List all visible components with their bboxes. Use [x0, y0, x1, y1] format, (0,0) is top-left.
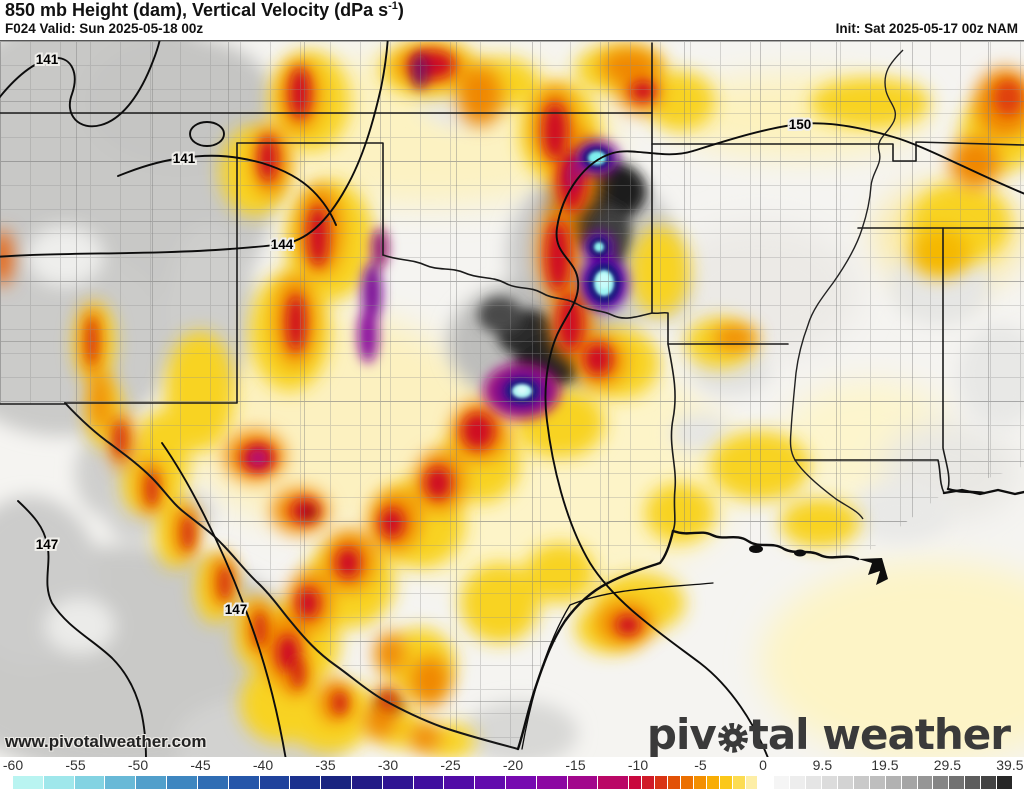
colorbar-tick-label: -15	[565, 757, 586, 773]
colorbar-cell	[981, 776, 997, 789]
colorbar-cell	[382, 776, 413, 789]
colorbar-cell	[228, 776, 259, 789]
colorbar-tick-label: 9.5	[812, 757, 833, 773]
colorbar-cell	[869, 776, 885, 789]
mississippi-river	[789, 49, 904, 520]
colorbar-tick-label: -35	[315, 757, 336, 773]
contour-label-141-b: 141	[173, 151, 196, 166]
rio-grande-border	[64, 402, 519, 750]
colorbar-cell	[105, 776, 136, 789]
colorbar-cell	[351, 776, 382, 789]
colorbar-cell	[745, 776, 758, 789]
colorbar-cell	[655, 776, 668, 789]
colorbar-cell	[668, 776, 680, 789]
state-borders	[0, 42, 1024, 532]
colorbar-cell	[444, 776, 475, 789]
colorbar-tick-label: -10	[627, 757, 649, 773]
colorbar-cell	[506, 776, 536, 789]
gulf-coastline	[516, 487, 1024, 751]
colorbar-tick-label: 39.5	[996, 757, 1024, 773]
colorbar-cell	[917, 776, 933, 789]
colorbar-cell	[693, 776, 706, 789]
map-area: 141 141 144 147 147 150 www.pivotalweath…	[0, 40, 1024, 758]
gear-icon	[717, 722, 748, 753]
colorbar-tick-label: -60	[2, 757, 24, 773]
watermark-url: www.pivotalweather.com	[5, 732, 207, 751]
colorbar-tick-label: -55	[65, 757, 86, 773]
colorbar-tick-label: -50	[127, 757, 149, 773]
colorbar-cell	[758, 776, 774, 789]
colorbar-cell	[901, 776, 917, 789]
colorbar-cell	[790, 776, 806, 789]
contour-label-150: 150	[789, 117, 812, 132]
colorbar-cell	[598, 776, 629, 789]
map-title: 850 mb Height (dam), Vertical Velocity (…	[5, 0, 404, 20]
contour-label-144: 144	[271, 237, 294, 252]
colorbar-cell	[136, 776, 167, 789]
colorbar-cell	[475, 776, 505, 789]
colorbar-cell	[949, 776, 965, 789]
colorbar-cell	[74, 776, 105, 789]
colorbar: -60 -55 -50 -45 -40 -35 -30 -25 -20 -15 -10 -5 0 9.5 1…	[0, 757, 1024, 791]
colorbar-tick-label: 0	[759, 757, 767, 773]
model-init-time: Init: Sat 2025-05-17 00z NAM	[835, 21, 1018, 36]
colorbar-tick-label: -40	[252, 757, 274, 773]
mississippi-delta	[749, 545, 888, 585]
title-superscript: -1	[388, 0, 398, 12]
colorbar-tick-label: -25	[440, 757, 461, 773]
colorbar-cell	[413, 776, 444, 789]
height-contours	[0, 41, 1024, 758]
weather-map-graphic: 141 141 144 147 147 150	[0, 41, 1024, 758]
colorbar-cells	[13, 776, 1013, 789]
contour-label-147-b: 147	[225, 602, 248, 617]
pivotal-weather-logo: piv tal weather	[646, 710, 1011, 759]
colorbar-cell	[822, 776, 837, 789]
colorbar-cell	[853, 776, 869, 789]
colorbar-cell	[642, 776, 655, 789]
colorbar-cell	[997, 776, 1012, 789]
colorbar-cell	[629, 776, 642, 789]
contour-label-141-a: 141	[36, 52, 59, 67]
colorbar-cell	[321, 776, 351, 789]
county-lines	[0, 41, 1024, 749]
colorbar-cell	[933, 776, 949, 789]
colorbar-cell	[13, 776, 43, 789]
colorbar-tick-label: 29.5	[933, 757, 961, 773]
colorbar-cell	[680, 776, 693, 789]
colorbar-cell	[885, 776, 901, 789]
colorbar-cell	[43, 776, 74, 789]
colorbar-tick-label: -45	[190, 757, 211, 773]
contour-label-147-a: 147	[36, 537, 59, 552]
header: 850 mb Height (dam), Vertical Velocity (…	[0, 0, 1024, 40]
colorbar-tick-label: 19.5	[871, 757, 899, 773]
colorbar-tick-label: -20	[502, 757, 524, 773]
colorbar-cell	[259, 776, 290, 789]
colorbar-cell	[706, 776, 719, 789]
contour-labels: 141 141 144 147 147 150	[34, 50, 814, 619]
colorbar-cell	[290, 776, 321, 789]
logo-text-left: piv	[646, 710, 717, 759]
colorbar-cell	[774, 776, 790, 789]
colorbar-cell	[197, 776, 228, 789]
colorbar-cell	[167, 776, 197, 789]
logo-text-right: tal weather	[748, 710, 1011, 759]
colorbar-cell	[965, 776, 981, 789]
colorbar-cell	[732, 776, 745, 789]
colorbar-tick-label: -5	[694, 757, 707, 773]
colorbar-cell	[567, 776, 598, 789]
colorbar-cell	[838, 776, 853, 789]
colorbar-cell	[719, 776, 732, 789]
colorbar-tick-label: -30	[377, 757, 399, 773]
forecast-valid-time: F024 Valid: Sun 2025-05-18 00z	[5, 21, 204, 36]
colorbar-ticks: -60 -55 -50 -45 -40 -35 -30 -25 -20 -15 -10 -5 0 9.5 1…	[3, 757, 1024, 775]
colorbar-cell	[536, 776, 567, 789]
colorbar-cell	[806, 776, 822, 789]
